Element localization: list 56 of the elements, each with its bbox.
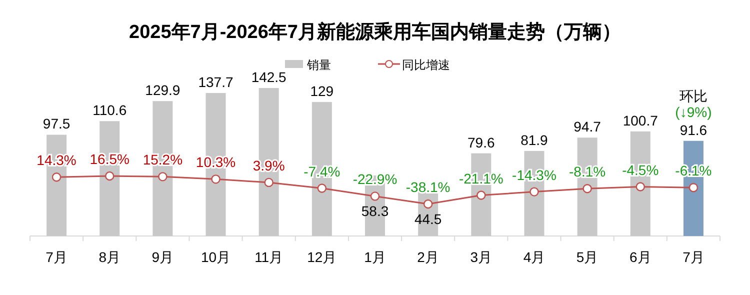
point bbox=[158, 172, 168, 182]
data-label: 81.9 bbox=[520, 132, 548, 148]
data-label: 3.9% bbox=[252, 157, 285, 174]
data-label: 100.7 bbox=[622, 112, 658, 128]
x-tick-label: 10月 bbox=[200, 249, 231, 265]
data-label: -21.1% bbox=[458, 170, 504, 186]
point bbox=[317, 184, 327, 193]
point bbox=[211, 174, 220, 184]
data-label: 129 bbox=[310, 83, 334, 100]
data-label: -4.5% bbox=[622, 162, 659, 178]
point bbox=[688, 182, 698, 192]
point bbox=[105, 171, 114, 181]
x-tick-label: 8月 bbox=[98, 249, 121, 265]
data-label: 94.7 bbox=[574, 118, 602, 135]
data-label: 137.7 bbox=[198, 74, 234, 90]
x-tick-label: 3月 bbox=[470, 249, 492, 265]
x-tick-label: 7月 bbox=[46, 249, 68, 265]
data-label: -38.1% bbox=[406, 179, 450, 195]
x-tick-label: 11月 bbox=[254, 249, 284, 265]
legend-label: 同比增速 bbox=[402, 58, 450, 72]
data-label: 129.9 bbox=[145, 82, 180, 98]
data-label: 16.5% bbox=[90, 151, 130, 167]
point bbox=[264, 178, 274, 188]
data-label: 142.5 bbox=[251, 69, 287, 85]
x-tick-label: 1月 bbox=[364, 249, 386, 265]
x-tick-label: 6月 bbox=[629, 249, 652, 265]
point bbox=[370, 192, 380, 201]
point bbox=[423, 199, 433, 209]
x-tick-label: 7月 bbox=[682, 249, 704, 265]
legend-label: 销量 bbox=[306, 58, 331, 72]
data-label: 91.6 bbox=[680, 122, 708, 138]
point bbox=[530, 187, 539, 196]
data-label: -7.4% bbox=[304, 163, 340, 180]
data-label: 58.3 bbox=[361, 203, 389, 220]
point bbox=[476, 190, 486, 200]
data-label: 110.6 bbox=[92, 102, 127, 118]
x-tick-label: 2月 bbox=[417, 249, 439, 265]
data-label: 79.6 bbox=[468, 134, 495, 150]
x-tick-label: 5月 bbox=[576, 249, 598, 265]
x-tick-label: 12月 bbox=[307, 249, 337, 265]
data-label: 97.5 bbox=[42, 116, 70, 132]
x-tick-label: 9月 bbox=[152, 249, 174, 265]
data-label: 14.3% bbox=[36, 152, 76, 168]
data-label: -14.3% bbox=[512, 166, 556, 183]
data-label: 15.2% bbox=[142, 152, 183, 168]
data-label: -8.1% bbox=[569, 164, 606, 180]
point bbox=[52, 172, 62, 182]
x-tick-label: 4月 bbox=[523, 249, 546, 265]
annotation: (↓9%) bbox=[675, 104, 712, 120]
data-label: 44.5 bbox=[414, 211, 442, 227]
annotation: 环比 bbox=[679, 88, 708, 104]
chart-title: 2025年7月-2026年7月新能源乘用车国内销量走势（万辆） bbox=[129, 21, 621, 43]
point bbox=[636, 182, 645, 192]
data-label: 10.3% bbox=[196, 154, 236, 170]
data-label: -22.9% bbox=[352, 171, 398, 188]
point bbox=[582, 184, 592, 194]
